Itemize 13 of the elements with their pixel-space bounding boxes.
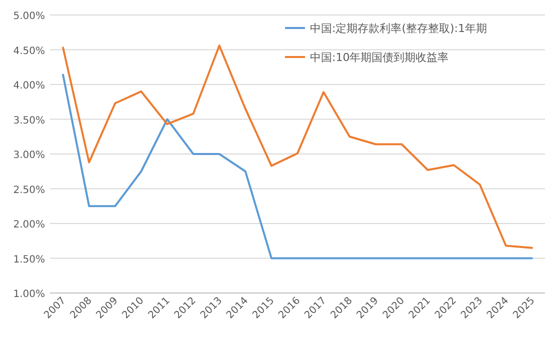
y-tick-label: 4.50% [13, 46, 45, 57]
y-tick-label: 2.50% [13, 184, 45, 196]
legend-label: 中国:定期存款利率(整存整取):1年期 [310, 22, 487, 35]
y-tick-label: 1.50% [13, 254, 45, 266]
y-tick-label: 2.00% [13, 220, 45, 230]
y-tick-label: 4.00% [13, 80, 45, 92]
y-tick-label: 1.00% [13, 289, 45, 300]
y-tick-label: 3.00% [13, 150, 45, 161]
line-series [62, 44, 533, 249]
line-series [62, 74, 533, 260]
legend-label: 中国:10年期国债到期收益率 [310, 51, 449, 64]
y-tick-label: 3.50% [13, 115, 45, 126]
y-tick-label: 5.00% [13, 11, 45, 22]
